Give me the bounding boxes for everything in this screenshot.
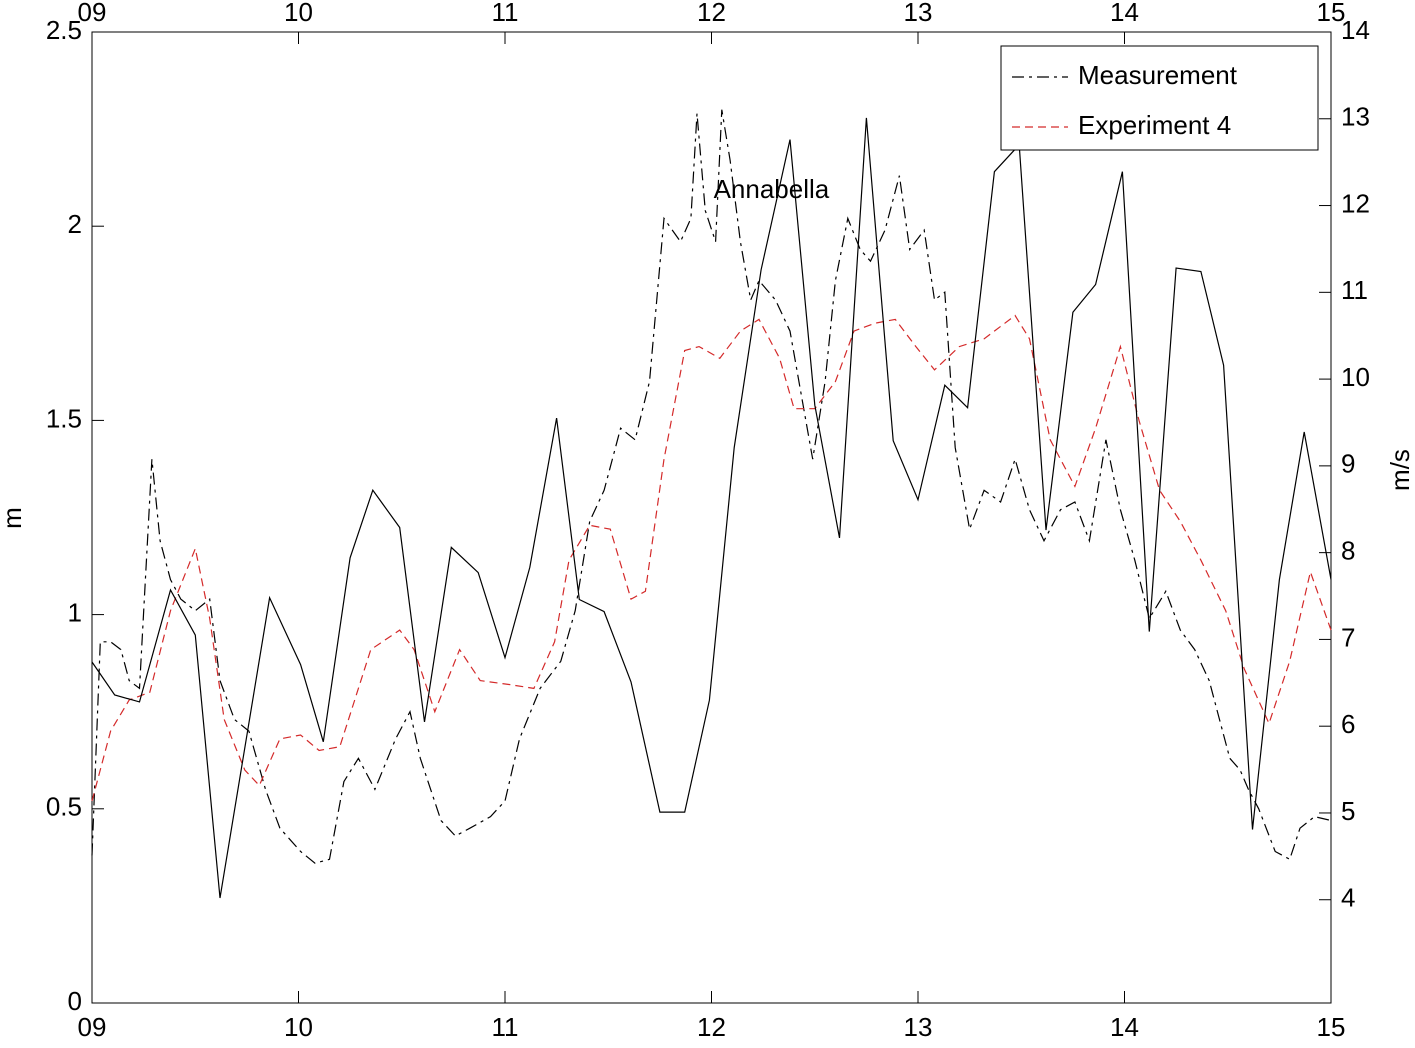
y-tick-label: 2 — [68, 209, 82, 239]
x-tick-label: 14 — [1110, 1012, 1139, 1042]
x-top-tick-label: 12 — [697, 0, 726, 27]
x-tick-label: 15 — [1317, 1012, 1346, 1042]
series-line — [91, 314, 1332, 802]
x-tick-label: 10 — [284, 1012, 313, 1042]
series-line — [91, 117, 1332, 899]
y2-axis-label: m/s — [1385, 449, 1415, 491]
x-tick-label: 11 — [492, 1012, 519, 1042]
annotation: Annabella — [714, 174, 830, 204]
x-tick-label: 13 — [904, 1012, 933, 1042]
series-line — [91, 109, 1332, 864]
y2-tick-label: 9 — [1341, 449, 1355, 479]
y2-tick-label: 4 — [1341, 883, 1355, 913]
y2-tick-label: 13 — [1341, 102, 1370, 132]
y2-tick-label: 6 — [1341, 709, 1355, 739]
y-axis-label: m — [0, 507, 27, 529]
y2-tick-label: 10 — [1341, 362, 1370, 392]
y2-tick-label: 12 — [1341, 188, 1370, 218]
y2-tick-label: 14 — [1341, 15, 1370, 45]
x-tick-label: 09 — [78, 1012, 107, 1042]
x-top-tick-label: 10 — [284, 0, 313, 27]
x-top-tick-label: 13 — [904, 0, 933, 27]
y-tick-label: 0 — [68, 986, 82, 1016]
y-tick-label: 1 — [68, 597, 82, 627]
x-top-tick-label: 09 — [78, 0, 107, 27]
y-tick-label: 2.5 — [46, 15, 82, 45]
x-tick-label: 12 — [697, 1012, 726, 1042]
x-top-tick-label: 11 — [492, 0, 519, 27]
y2-tick-label: 5 — [1341, 796, 1355, 826]
y2-tick-label: 8 — [1341, 536, 1355, 566]
y2-tick-label: 7 — [1341, 622, 1355, 652]
y2-tick-label: 11 — [1341, 275, 1368, 305]
legend-label: Measurement — [1078, 60, 1238, 90]
y-tick-label: 1.5 — [46, 403, 82, 433]
legend-box — [1000, 45, 1319, 151]
x-top-tick-label: 14 — [1110, 0, 1139, 27]
plot-frame — [91, 31, 1332, 1004]
x-top-tick-label: 15 — [1317, 0, 1346, 27]
y-tick-label: 0.5 — [46, 792, 82, 822]
legend-label: Experiment 4 — [1078, 110, 1231, 140]
